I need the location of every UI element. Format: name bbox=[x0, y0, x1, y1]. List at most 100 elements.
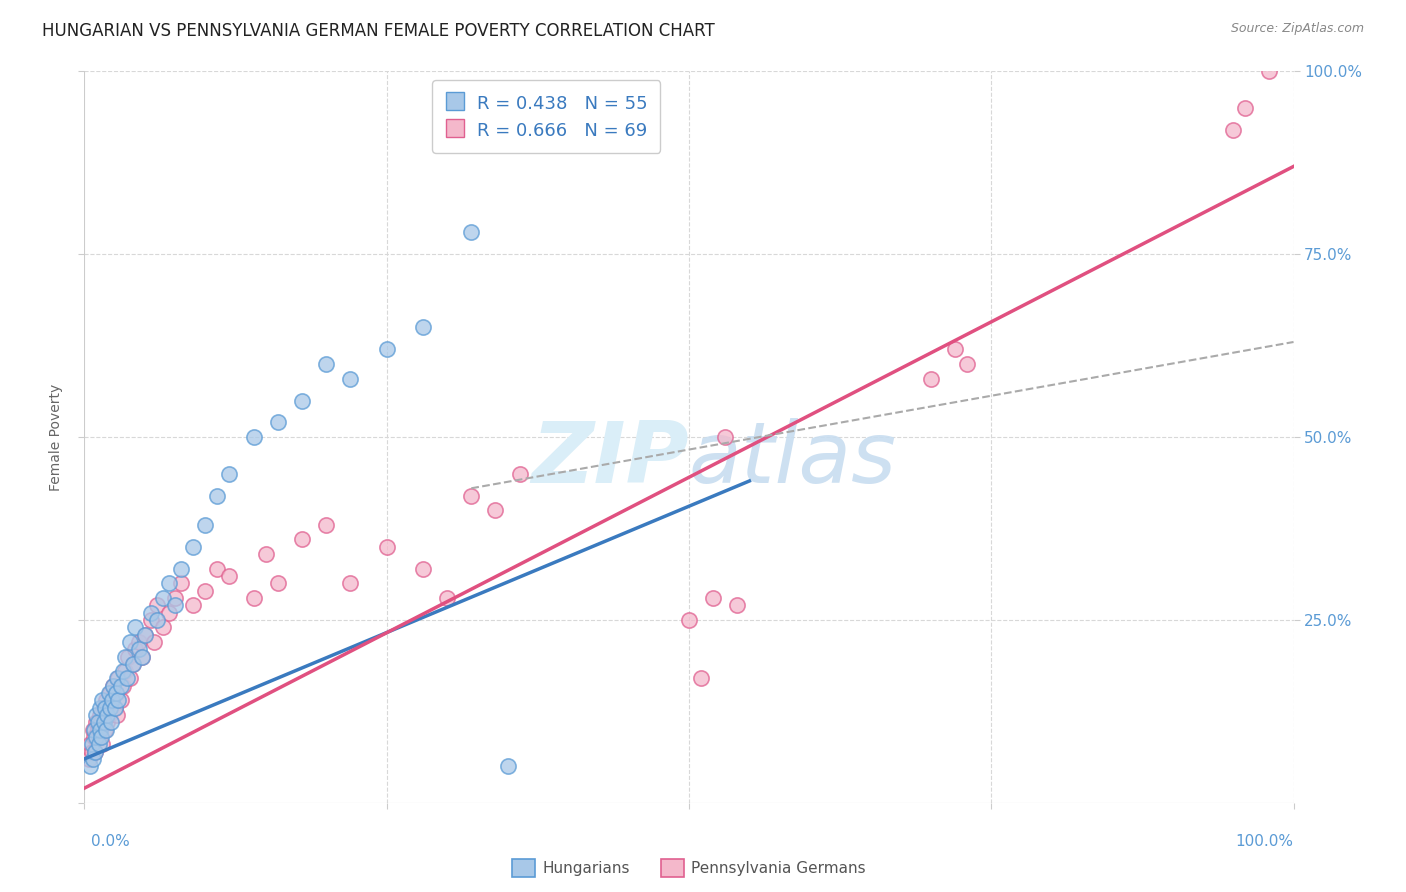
Point bbox=[131, 649, 153, 664]
Point bbox=[79, 737, 101, 751]
Point bbox=[375, 343, 398, 357]
Point bbox=[112, 664, 135, 678]
Point bbox=[139, 606, 162, 620]
Point bbox=[120, 672, 142, 686]
Point bbox=[94, 723, 117, 737]
Point bbox=[103, 679, 125, 693]
Point bbox=[86, 708, 108, 723]
Point bbox=[96, 715, 118, 730]
Point bbox=[460, 489, 482, 503]
Point bbox=[86, 730, 108, 744]
Point bbox=[194, 583, 217, 598]
Point bbox=[484, 503, 506, 517]
Point bbox=[242, 430, 264, 444]
Point bbox=[89, 708, 111, 723]
Point bbox=[1234, 101, 1257, 115]
Point bbox=[1258, 64, 1281, 78]
Point bbox=[104, 686, 127, 700]
Point bbox=[110, 679, 132, 693]
Point bbox=[207, 489, 229, 503]
Point bbox=[79, 759, 101, 773]
Point bbox=[86, 715, 108, 730]
Point bbox=[315, 357, 337, 371]
Point bbox=[84, 745, 107, 759]
Point bbox=[134, 627, 156, 641]
Point bbox=[920, 371, 942, 385]
Point bbox=[152, 620, 174, 634]
Point bbox=[157, 576, 180, 591]
Point bbox=[146, 613, 169, 627]
Text: 100.0%: 100.0% bbox=[1236, 834, 1294, 849]
Point bbox=[412, 562, 434, 576]
Point bbox=[117, 649, 139, 664]
Point bbox=[104, 686, 127, 700]
Point bbox=[157, 606, 180, 620]
Point bbox=[509, 467, 531, 481]
Point bbox=[114, 649, 136, 664]
Point bbox=[104, 700, 127, 714]
Point bbox=[496, 759, 519, 773]
Point bbox=[291, 533, 314, 547]
Point bbox=[146, 599, 169, 613]
Point bbox=[218, 569, 240, 583]
Point bbox=[100, 700, 122, 714]
Point bbox=[87, 730, 110, 744]
Point bbox=[956, 357, 979, 371]
Point bbox=[194, 517, 217, 532]
Point bbox=[170, 562, 193, 576]
Point bbox=[152, 591, 174, 605]
Point bbox=[91, 737, 114, 751]
Point bbox=[181, 599, 204, 613]
Point bbox=[128, 642, 150, 657]
Point bbox=[124, 620, 146, 634]
Legend: Hungarians, Pennsylvania Germans: Hungarians, Pennsylvania Germans bbox=[506, 853, 872, 883]
Point bbox=[714, 430, 737, 444]
Point bbox=[242, 591, 264, 605]
Point bbox=[101, 693, 124, 707]
Point bbox=[690, 672, 713, 686]
Point bbox=[77, 752, 100, 766]
Point bbox=[105, 672, 128, 686]
Point bbox=[267, 416, 290, 430]
Point bbox=[124, 642, 146, 657]
Point bbox=[460, 225, 482, 239]
Text: ZIP: ZIP bbox=[531, 417, 689, 500]
Point bbox=[89, 700, 111, 714]
Point bbox=[105, 708, 128, 723]
Point bbox=[143, 635, 166, 649]
Point bbox=[291, 393, 314, 408]
Text: Source: ZipAtlas.com: Source: ZipAtlas.com bbox=[1230, 22, 1364, 36]
Point bbox=[1222, 123, 1244, 137]
Point bbox=[103, 679, 125, 693]
Point bbox=[87, 737, 110, 751]
Point bbox=[107, 672, 129, 686]
Point bbox=[165, 591, 187, 605]
Point bbox=[412, 320, 434, 334]
Point bbox=[267, 576, 290, 591]
Point bbox=[165, 599, 187, 613]
Point bbox=[86, 723, 108, 737]
Y-axis label: Female Poverty: Female Poverty bbox=[49, 384, 63, 491]
Point bbox=[90, 730, 112, 744]
Point bbox=[254, 547, 277, 561]
Point bbox=[93, 715, 115, 730]
Point bbox=[110, 693, 132, 707]
Point bbox=[91, 693, 114, 707]
Point bbox=[181, 540, 204, 554]
Point bbox=[84, 745, 107, 759]
Point bbox=[94, 693, 117, 707]
Text: 0.0%: 0.0% bbox=[91, 834, 131, 849]
Point bbox=[100, 715, 122, 730]
Point bbox=[80, 737, 103, 751]
Text: atlas: atlas bbox=[689, 417, 897, 500]
Point bbox=[121, 657, 143, 671]
Point bbox=[82, 723, 104, 737]
Point bbox=[97, 708, 120, 723]
Point bbox=[943, 343, 966, 357]
Point bbox=[89, 723, 111, 737]
Point bbox=[112, 679, 135, 693]
Point bbox=[97, 686, 120, 700]
Point bbox=[678, 613, 700, 627]
Point bbox=[436, 591, 458, 605]
Point bbox=[107, 693, 129, 707]
